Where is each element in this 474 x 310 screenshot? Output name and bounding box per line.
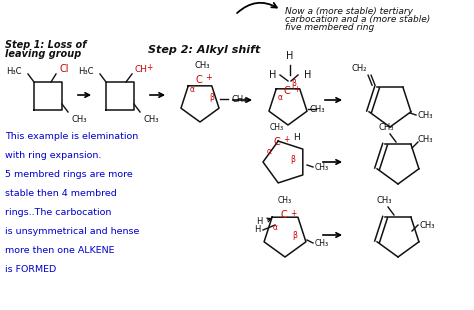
Text: is unsymmetrical and hense: is unsymmetrical and hense xyxy=(5,227,139,236)
Text: is FORMED: is FORMED xyxy=(5,265,56,274)
Text: C: C xyxy=(195,75,202,85)
Text: CH₃: CH₃ xyxy=(310,104,326,113)
Text: H₃C: H₃C xyxy=(7,67,22,76)
Text: β: β xyxy=(210,92,214,101)
Text: β: β xyxy=(291,156,295,165)
Text: This example is elemination: This example is elemination xyxy=(5,132,138,141)
Text: leaving group: leaving group xyxy=(5,49,81,59)
Text: Step 2: Alkyl shift: Step 2: Alkyl shift xyxy=(148,45,260,55)
Text: +: + xyxy=(293,85,300,94)
Text: C: C xyxy=(273,137,280,147)
Text: +: + xyxy=(290,209,296,218)
Text: Cl: Cl xyxy=(59,64,69,74)
Text: stable then 4 membred: stable then 4 membred xyxy=(5,189,117,198)
Text: CH₃: CH₃ xyxy=(378,123,394,132)
Text: CH₂: CH₂ xyxy=(352,64,367,73)
Text: +: + xyxy=(283,135,289,144)
Text: Now a (more stable) tertiary: Now a (more stable) tertiary xyxy=(285,7,413,16)
Text: five membered ring: five membered ring xyxy=(285,23,374,32)
Text: CH₃: CH₃ xyxy=(232,95,247,104)
Text: more then one ALKENE: more then one ALKENE xyxy=(5,246,115,255)
Text: CH: CH xyxy=(135,65,148,74)
Text: H: H xyxy=(269,70,276,80)
Text: H: H xyxy=(286,51,294,61)
Text: CH₃: CH₃ xyxy=(72,115,88,124)
Text: +: + xyxy=(146,64,152,73)
Text: C: C xyxy=(283,86,290,96)
Text: CH₃: CH₃ xyxy=(194,61,210,70)
Text: H₃C: H₃C xyxy=(79,67,94,76)
Text: CH₃: CH₃ xyxy=(278,196,292,205)
Text: H: H xyxy=(304,70,311,80)
Text: CH₃: CH₃ xyxy=(420,220,436,229)
Text: α: α xyxy=(273,223,277,232)
Text: CH₃: CH₃ xyxy=(315,238,329,247)
Text: +: + xyxy=(205,73,212,82)
Text: CH₃: CH₃ xyxy=(376,196,392,205)
Text: rings..The carbocation: rings..The carbocation xyxy=(5,208,111,217)
Text: α: α xyxy=(277,92,283,101)
Text: CH₃: CH₃ xyxy=(270,123,284,132)
Text: H: H xyxy=(293,134,300,143)
Text: carbocation and a (more stable): carbocation and a (more stable) xyxy=(285,15,430,24)
Text: 5 membred rings are more: 5 membred rings are more xyxy=(5,170,133,179)
Text: CH₃: CH₃ xyxy=(418,110,434,119)
Text: β: β xyxy=(292,79,296,88)
Text: CH₃: CH₃ xyxy=(315,162,329,171)
Text: α: α xyxy=(266,148,272,157)
Text: β: β xyxy=(292,231,298,240)
Text: CH₃: CH₃ xyxy=(144,115,159,124)
Text: C: C xyxy=(280,210,287,220)
Text: α: α xyxy=(190,86,194,95)
Text: CH₃: CH₃ xyxy=(418,135,434,144)
Text: Step 1: Loss of: Step 1: Loss of xyxy=(5,40,86,50)
Text: H: H xyxy=(256,216,263,225)
Text: H: H xyxy=(255,225,261,234)
Text: with ring expansion.: with ring expansion. xyxy=(5,151,101,160)
